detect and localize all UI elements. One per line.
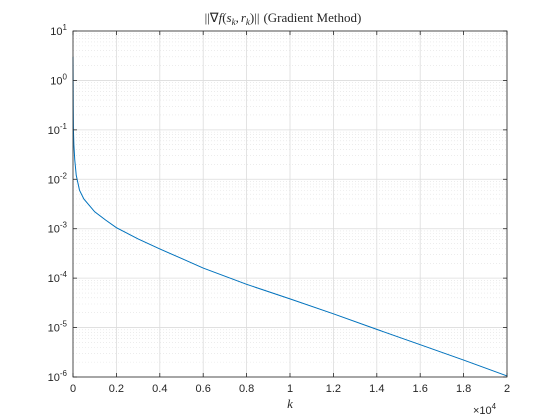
y-tick-label: 10-4 — [48, 270, 68, 285]
x-tick-label: 0.2 — [109, 383, 124, 395]
y-tick-label: 101 — [50, 23, 67, 38]
x-tick-label: 1.4 — [369, 383, 384, 395]
x-tick-label: 1.2 — [326, 383, 341, 395]
x-tick-label: 0 — [70, 383, 76, 395]
x-tick-label: 1.6 — [413, 383, 428, 395]
y-tick-label: 10-6 — [48, 369, 68, 384]
series-line — [72, 56, 508, 377]
y-tick-label: 100 — [50, 72, 67, 87]
chart-title: ||∇f(sk, rk)|| (Gradient Method) — [205, 10, 362, 27]
x-tick-label: 2 — [504, 383, 510, 395]
y-tick-label: 10-5 — [48, 320, 68, 335]
x-tick-labels: 0 0.2 0.4 0.6 0.8 1 1.2 1.4 1.6 1.8 2 — [70, 383, 510, 395]
tick-marks — [72, 30, 508, 378]
x-axis-exponent: ×104 — [473, 402, 497, 417]
x-tick-label: 1.8 — [456, 383, 471, 395]
y-tick-labels: 10-6 10-5 10-4 10-3 10-2 10-1 100 101 — [48, 23, 68, 384]
x-tick-label: 1 — [287, 383, 293, 395]
y-tick-label: 10-2 — [48, 171, 68, 186]
x-tick-label: 0.4 — [152, 383, 167, 395]
x-tick-label: 0.8 — [239, 383, 254, 395]
y-tick-label: 10-3 — [48, 221, 68, 236]
series-layer — [72, 56, 508, 377]
x-axis-label: k — [287, 396, 293, 411]
x-tick-label: 0.6 — [196, 383, 211, 395]
y-tick-label: 10-1 — [48, 122, 68, 137]
